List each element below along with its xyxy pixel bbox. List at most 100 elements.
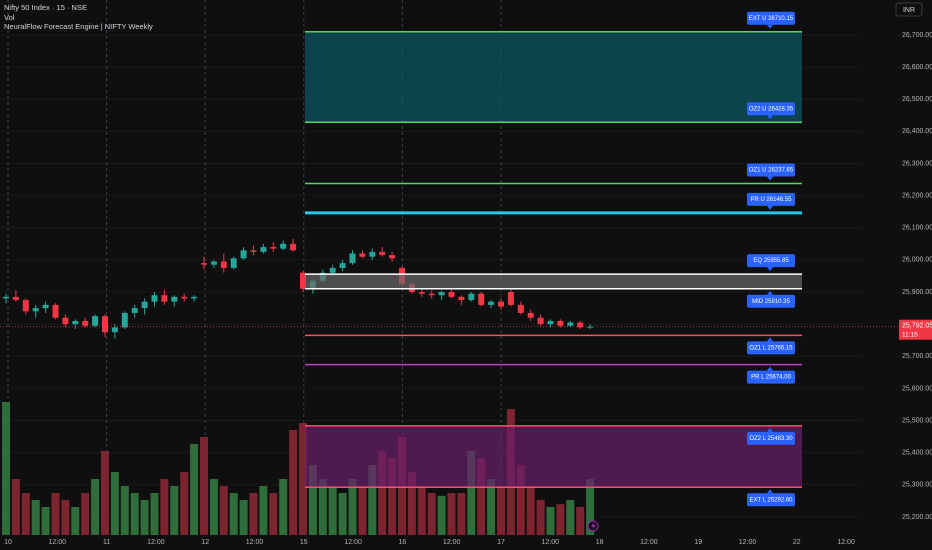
level-label-pointer	[767, 176, 773, 181]
level-label: PR L 25674.00	[751, 375, 791, 381]
volume-bar	[91, 479, 100, 535]
currency[interactable]: INR	[903, 7, 915, 14]
volume-bar	[318, 479, 327, 535]
zone	[305, 31, 802, 123]
volume-bar	[11, 479, 20, 535]
volume-bar	[368, 465, 377, 535]
candle-body	[537, 317, 544, 325]
y-tick-label: 26,500.00	[902, 96, 932, 103]
level-label: OZ2 U 26428.35	[749, 106, 794, 112]
candle-body	[32, 308, 39, 312]
volume-bar	[269, 493, 278, 535]
candle-body	[527, 312, 534, 318]
level-label-box	[747, 493, 795, 507]
candle-body	[329, 267, 336, 273]
candle-body	[577, 322, 584, 328]
candle-body	[240, 250, 247, 259]
volume-bar	[526, 486, 535, 535]
volume-bar	[101, 451, 109, 535]
zone	[305, 425, 802, 488]
last-price-label: 25,792.05	[902, 323, 932, 330]
x-tick-label: 22	[793, 539, 801, 546]
y-tick-label: 25,300.00	[902, 482, 932, 489]
candle-body	[300, 272, 306, 289]
last-price-box	[899, 319, 932, 340]
candle-body	[587, 326, 594, 328]
level-label-box	[747, 192, 795, 206]
volume-bar	[239, 500, 248, 535]
candle-body	[438, 292, 445, 296]
volume-bar	[61, 500, 70, 535]
volume-bar	[536, 500, 545, 535]
volume-bar	[140, 500, 149, 535]
level-label-pointer	[767, 24, 773, 29]
volume-bar	[150, 493, 159, 535]
volume-bar	[21, 493, 30, 535]
candle-body	[230, 258, 237, 268]
event-icon-bolt	[591, 522, 596, 530]
candle-body	[458, 296, 465, 301]
level-label-pointer	[767, 489, 773, 494]
candle-body	[210, 261, 217, 265]
volume-bar	[497, 486, 505, 535]
candle-body	[22, 300, 29, 312]
volume-bar	[31, 500, 40, 535]
volume-bar	[437, 495, 446, 535]
candle-body	[102, 316, 108, 333]
volume-bar	[586, 479, 595, 535]
level-label-box	[747, 341, 795, 355]
volume-bar	[348, 479, 357, 535]
volume-bar	[477, 458, 486, 535]
volume-bar	[427, 493, 436, 535]
volume-bar	[219, 486, 228, 535]
level-label-pointer	[767, 205, 773, 210]
volume-bar	[180, 472, 189, 535]
candle-body	[260, 247, 267, 252]
candle-body	[557, 320, 564, 326]
volume-bar	[160, 479, 169, 535]
volume-layer	[2, 402, 595, 535]
candle-body	[418, 292, 425, 294]
candle-body	[3, 296, 9, 299]
last-price-countdown: 11:15	[902, 331, 918, 338]
candle-body	[468, 293, 475, 301]
volume-bar	[130, 493, 139, 535]
level-label-box	[747, 294, 795, 308]
level-label-box	[747, 254, 795, 268]
level-label-pointer	[767, 267, 773, 272]
y-tick-label: 25,200.00	[902, 514, 932, 521]
volume-bar	[388, 458, 397, 535]
volume-bar	[249, 493, 258, 535]
level-label-box	[747, 370, 795, 384]
level-label: EXT U 26710.15	[749, 16, 794, 22]
y-tick-label: 26,200.00	[902, 192, 932, 199]
x-tick-label: 18	[596, 539, 604, 546]
candle-body	[82, 320, 89, 326]
x-tick-label: 10	[4, 539, 12, 546]
candle-body	[428, 293, 435, 296]
volume-bar	[51, 493, 60, 535]
currency-box[interactable]	[895, 2, 923, 17]
y-tick-label: 25,400.00	[902, 450, 932, 457]
level-label: OZ2 L 25483.30	[749, 436, 793, 442]
candle-body	[181, 296, 188, 299]
x-tick-label: 12:00	[837, 539, 855, 546]
volume-bar	[200, 437, 208, 535]
level-label-pointer	[767, 366, 773, 371]
volume-legend: Vol	[4, 13, 15, 22]
x-tick-label: 19	[694, 539, 702, 546]
level-label-box	[747, 163, 795, 177]
x-tick-label: 12:00	[344, 539, 362, 546]
candle-body	[151, 295, 158, 302]
volume-bar	[447, 493, 456, 535]
level-label: OZ1 U 26237.65	[749, 168, 794, 174]
candle-body	[349, 253, 356, 264]
x-tick-label: 12	[201, 539, 209, 546]
candle-body	[161, 295, 168, 302]
volume-bar	[2, 402, 10, 535]
y-tick-label: 25,700.00	[902, 353, 932, 360]
candle-body	[339, 263, 346, 268]
volume-bar	[308, 465, 317, 535]
candle-body	[369, 251, 376, 257]
candle-body	[448, 292, 455, 297]
